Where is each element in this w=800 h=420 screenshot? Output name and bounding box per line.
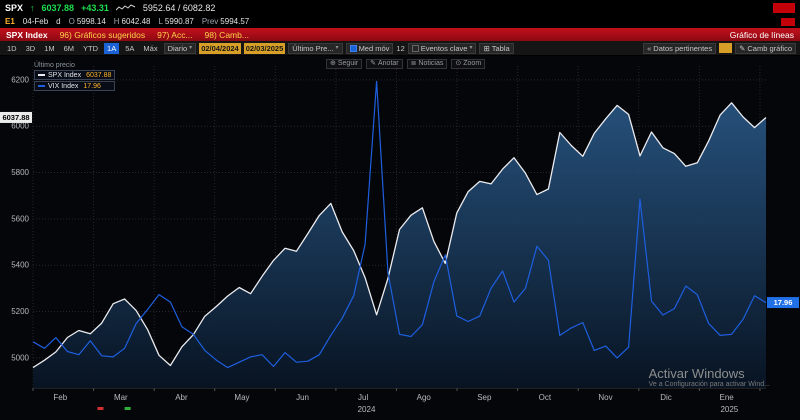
svg-text:May: May	[234, 393, 249, 402]
related-data-button[interactable]: « Datos pertinentes	[643, 42, 717, 54]
zoom-button[interactable]: ⊙ Zoom	[451, 59, 486, 69]
ticker-symbol: SPX	[5, 2, 24, 13]
legend-item-vix[interactable]: VIX Index 17.96	[34, 81, 116, 91]
svg-text:5400: 5400	[11, 261, 29, 270]
function-title: Gráfico de líneas	[729, 29, 794, 40]
period-tab-3d[interactable]: 3D	[25, 43, 36, 53]
quote-line-2: E1 04-Feb d O 5998.14 H 6042.48 L 5990.87 P…	[0, 15, 800, 28]
low-stat: L 5990.87	[158, 17, 194, 26]
date-from-field[interactable]: 02/04/2024	[199, 42, 241, 54]
pencil-icon: ✎	[739, 43, 746, 53]
chevron-down-icon: ▾	[189, 44, 193, 51]
period-tab-1a-selected[interactable]: 1A	[104, 42, 120, 54]
svg-text:2024: 2024	[358, 405, 376, 414]
svg-text:Oct: Oct	[539, 393, 552, 402]
legend-vix-name: VIX Index	[48, 82, 79, 90]
svg-text:Nov: Nov	[598, 393, 612, 402]
target-icon: ⊕	[330, 60, 336, 67]
svg-text:Feb: Feb	[53, 393, 67, 402]
period-tab-ytd[interactable]: YTD	[83, 43, 99, 53]
table-button[interactable]: ⊞ Tabla	[479, 42, 514, 54]
vix-series-swatch	[38, 85, 45, 87]
menu-change[interactable]: 98) Camb...	[204, 29, 249, 40]
function-bar: SPX Index 96) Gráficos sugeridos 97) Acc…	[0, 28, 800, 41]
period-tab-max[interactable]: Máx	[143, 43, 158, 53]
period-tab-1m[interactable]: 1M	[44, 43, 55, 53]
chevron-down-icon: ▾	[335, 44, 339, 51]
svg-text:5600: 5600	[11, 214, 29, 223]
legend-spx-value: 6037.88	[86, 71, 112, 79]
quote-line-1: SPX ↑ 6037.88 +43.31 5952.64 / 6082.82	[0, 0, 800, 15]
svg-text:5200: 5200	[11, 307, 29, 316]
news-lines-icon: ≣	[410, 60, 417, 67]
quote-date: 04-Feb	[22, 17, 49, 26]
annotate-button[interactable]: ✎ Anotar	[366, 59, 403, 69]
session-code: E1	[5, 17, 15, 26]
line-chart[interactable]: 5000 5200 5400 5600 5800 6000 6200 Feb Mar Abr May…	[0, 56, 800, 420]
legend-spx-name: SPX Index	[48, 71, 82, 79]
open-stat: O 5998.14	[68, 17, 106, 26]
frequency-dropdown[interactable]: Diario ▾	[163, 42, 197, 54]
quote-freq: d	[56, 17, 61, 26]
chevron-down-icon: ▾	[469, 44, 473, 51]
svg-text:Ago: Ago	[417, 393, 432, 402]
pencil-icon: ✎	[370, 60, 376, 67]
svg-text:Dic: Dic	[660, 393, 672, 402]
svg-text:6000: 6000	[11, 122, 29, 131]
checkbox-empty-icon	[411, 44, 419, 52]
moving-average-periods[interactable]: 12	[396, 43, 405, 53]
chart-annotation-toolbar: ⊕ Seguir ✎ Anotar ≣ Noticias ⊙ Zoom	[326, 59, 486, 69]
alert-badge[interactable]	[773, 2, 795, 13]
svg-text:Jun: Jun	[296, 393, 309, 402]
message-badge[interactable]	[781, 17, 795, 26]
security-name: SPX Index	[6, 29, 48, 40]
svg-text:Abr: Abr	[175, 393, 188, 402]
svg-text:6037.88: 6037.88	[2, 113, 29, 122]
checkbox-checked-icon	[349, 44, 357, 52]
sparkline-icon	[115, 4, 136, 11]
zoom-icon: ⊙	[455, 60, 462, 67]
svg-text:17.96: 17.96	[774, 298, 793, 307]
menu-suggested-charts[interactable]: 96) Gráficos sugeridos	[59, 29, 146, 40]
amber-indicator-button[interactable]	[719, 43, 733, 53]
svg-text:Mar: Mar	[114, 393, 128, 402]
spx-series-swatch	[38, 74, 45, 76]
prev-stat: Prev 5994.57	[201, 17, 250, 26]
chart-area: 5000 5200 5400 5600 5800 6000 6200 Feb Mar Abr May…	[0, 56, 800, 420]
legend-vix-value: 17.96	[83, 82, 101, 90]
menu-actions[interactable]: 97) Acc...	[157, 29, 193, 40]
table-grid-icon: ⊞	[483, 43, 490, 53]
activate-windows-watermark: Activar Windows Ve a Configuración para …	[648, 366, 770, 388]
period-tab-1d[interactable]: 1D	[7, 43, 17, 53]
last-price: 6037.88	[41, 2, 75, 13]
period-tab-5a[interactable]: 5A	[125, 43, 135, 53]
change-chart-button[interactable]: ✎ Camb gráfico	[735, 42, 796, 54]
period-tab-6m[interactable]: 6M	[63, 43, 75, 53]
day-range: 5952.64 / 6082.82	[142, 2, 216, 13]
track-button[interactable]: ⊕ Seguir	[326, 59, 363, 69]
svg-text:Sep: Sep	[477, 393, 492, 402]
chart-toolbar: 1D 3D 1M 6M YTD 1A 5A Máx Diario ▾ 02/04/…	[0, 41, 800, 56]
price-change: +43.31	[81, 2, 109, 13]
moving-average-toggle[interactable]: Med móv	[345, 42, 394, 54]
svg-text:2025: 2025	[720, 405, 738, 414]
news-button[interactable]: ≣ Noticias	[406, 59, 448, 69]
legend-title: Último precio	[34, 62, 75, 69]
date-to-field[interactable]: 02/03/2025	[243, 42, 286, 54]
svg-text:Jul: Jul	[358, 393, 368, 402]
high-stat: H 6042.48	[113, 17, 151, 26]
svg-text:Ene: Ene	[720, 393, 735, 402]
svg-text:6200: 6200	[11, 75, 29, 84]
chevron-left-icon: «	[647, 43, 652, 53]
price-type-dropdown[interactable]: Último Pre... ▾	[288, 42, 343, 54]
legend-item-spx[interactable]: SPX Index 6037.88	[34, 70, 116, 80]
svg-text:5800: 5800	[11, 168, 29, 177]
price-arrow-icon: ↑	[30, 2, 35, 13]
chart-legend: Último precio SPX Index 6037.88 VIX Inde…	[34, 62, 116, 91]
key-events-toggle[interactable]: Eventos clave ▾	[407, 42, 477, 54]
svg-text:5000: 5000	[11, 353, 29, 362]
